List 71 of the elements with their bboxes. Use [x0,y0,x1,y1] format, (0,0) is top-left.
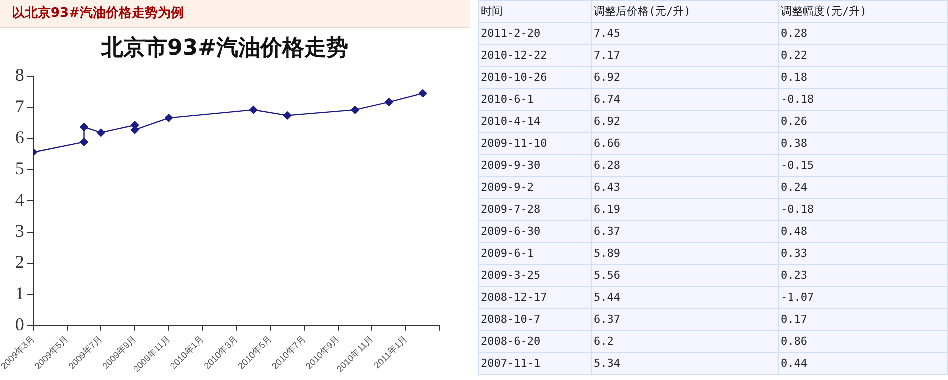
data-label: 5.89 [592,242,778,264]
data-label: 0.17 [778,308,948,330]
data-label: 5.44 [592,286,778,308]
data-label: 6.37 [592,308,778,330]
y-tick-label: 3 [15,221,24,242]
data-label: 6.43 [592,176,778,198]
point [164,114,174,122]
category-label: 2011-2-20 [478,22,592,44]
data-label: 0.23 [778,264,948,286]
y-tick-label: 4 [15,190,24,210]
series-label: 调整后价格(元/升) [592,0,778,22]
data-label: 6.92 [592,66,778,88]
category-label: 2007-11-1 [478,352,592,374]
point [97,128,106,137]
chart-subtitle: 北京市93#汽油价格走势 [100,34,349,61]
y-tick-label: 6 [15,128,24,148]
point [250,106,258,114]
category-label: 2008-10-7 [478,308,592,330]
data-label: 0.44 [778,352,948,374]
data-label: 7.45 [592,22,778,44]
category-label: 2010-10-26 [478,66,592,88]
data-label: -0.18 [778,88,948,110]
category-label: 2009-3-25 [478,264,592,286]
text: 调整幅度(元/升) [778,0,948,22]
point [80,123,88,132]
data-label: 0.22 [778,44,948,66]
data-label: 0.26 [778,110,948,132]
data-label: 6.66 [592,132,778,154]
data-label: 0.33 [778,242,948,264]
data-label: -0.18 [778,198,948,220]
data-label: 5.34 [592,352,778,374]
data-label: 6.37 [592,220,778,242]
y-tick-label: 7 [15,96,24,116]
category-label: 2010-12-22 [478,44,592,66]
data-label: 6.2 [592,330,778,352]
text: 时间 [478,0,592,22]
y-tick-label: 5 [15,158,24,179]
data-label: 6.28 [592,154,778,176]
point [283,112,292,120]
category-label: 2010-4-14 [478,110,592,132]
point [351,106,360,114]
category-label: 2010-6-1 [478,88,592,110]
chart-title: 以北京93#汽油价格走势为例 [0,0,470,28]
data-label: -0.15 [778,154,948,176]
data-label: 7.17 [592,44,778,66]
data-label: -1.07 [778,286,948,308]
data-label: 0.86 [778,330,948,352]
data-label: 6.74 [592,88,778,110]
category-label: 2009-9-30 [478,154,592,176]
data-label: 0.48 [778,220,948,242]
data-label: 0.38 [778,132,948,154]
data-label: 0.28 [778,22,948,44]
category-label: 2009-9-2 [478,176,592,198]
category-label: 2009-11-10 [478,132,592,154]
data-label: 6.92 [592,110,778,132]
category-label: 2008-6-20 [478,330,592,352]
category-label: 2008-12-17 [478,286,592,308]
data-label: 5.56 [592,264,778,286]
y-tick-label: 0 [15,314,24,335]
point [418,89,428,98]
point [80,138,88,146]
category-label: 2009-6-30 [478,220,592,242]
y-tick-label: 8 [15,65,24,86]
category-label: 2009-7-28 [478,198,592,220]
category-label: 2009-6-1 [478,242,592,264]
y-tick-label: 2 [15,252,24,272]
data-label: 0.24 [778,176,948,198]
data-label: 0.18 [778,66,948,88]
point [385,98,394,106]
y-tick-label: 1 [15,283,24,304]
data-label: 6.19 [592,198,778,220]
